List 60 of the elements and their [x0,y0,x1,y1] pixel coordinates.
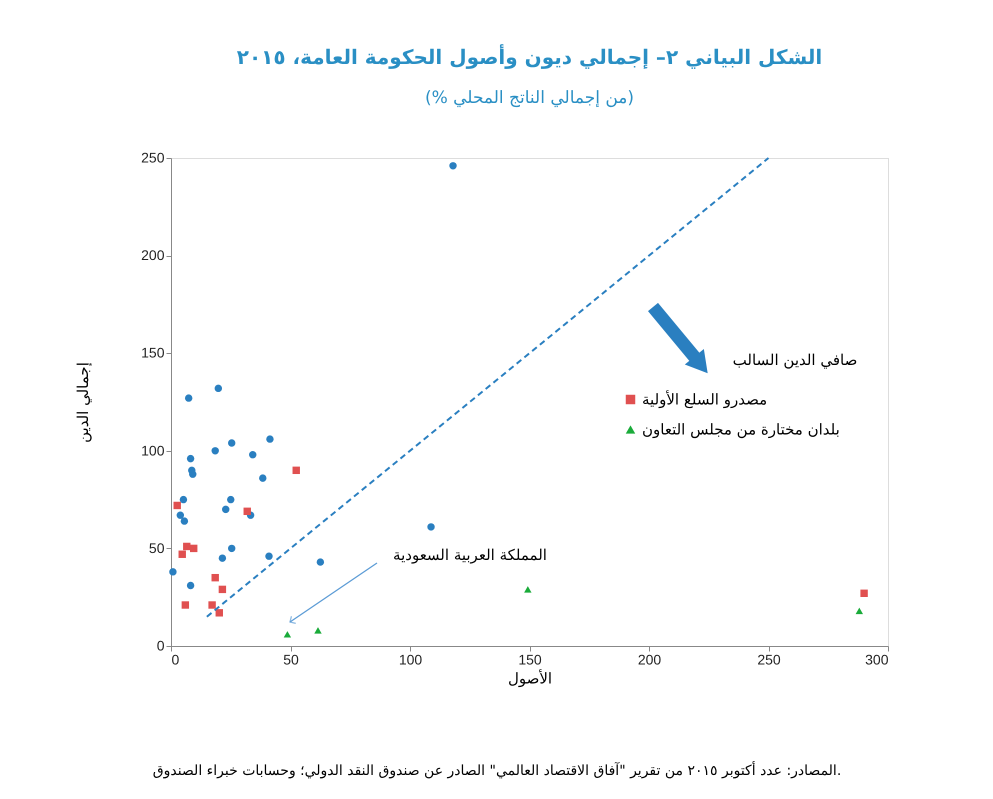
point [284,631,292,638]
x-tick-label: 300 [865,652,889,668]
chart-title: الشكل البياني ٢– إجمالي ديون وأصول الحكومة العامة، ٢٠١٥ [236,44,822,69]
point [183,542,190,550]
point [180,517,188,525]
x-tick-label: 100 [398,652,422,668]
point [186,582,194,590]
point [227,496,234,504]
point [228,439,236,447]
point [316,558,324,566]
point [218,554,226,562]
point [180,496,188,504]
point [259,474,266,482]
point [190,544,198,552]
annotation: صافي الدين السالب [732,351,858,369]
point [212,447,219,454]
point [244,508,251,516]
y-axis-title: إجمالي الدين [74,362,92,443]
point [449,162,457,170]
y-tick-label: 50 [148,540,165,556]
point [292,466,300,474]
annotation: المملكة العربية السعودية [393,546,547,564]
legend-label: بلدان مختارة من مجلس التعاون [642,420,840,438]
point [860,590,868,598]
point [182,601,190,609]
point [265,552,273,560]
point [314,627,322,634]
point [169,568,177,576]
point [228,544,236,552]
y-tick-label: 100 [141,442,165,458]
y-tick-label: 0 [156,638,165,654]
legend-label: مصدرو السلع الأولية [642,390,768,408]
point [524,586,532,593]
x-tick-label: 0 [172,652,180,668]
y-tick-label: 250 [141,150,165,166]
point [184,394,192,402]
point [218,586,226,594]
x-tick-label: 150 [518,652,542,668]
x-tick-label: 250 [757,652,781,668]
point [212,574,219,582]
y-tick-label: 150 [141,344,165,361]
y-tick-label: 200 [141,247,165,264]
point [249,451,256,458]
point [176,512,184,519]
chart-subtitle: (% من إجمالي الناتج المحلي) [424,88,634,108]
text: المصادر: عدد أكتوبر ٢٠١٥ من تقرير "آفاق الاقتصاد العالمي" الصادر عن صندوق النقد الدولي؛ وحسابات خبراء الصندوق. [152,761,842,779]
x-tick-label: 200 [638,652,662,668]
point [266,435,274,443]
x-axis-title: الأصول [508,668,552,688]
point [856,608,864,614]
point [186,454,194,462]
point [222,506,230,514]
point [216,609,223,617]
x-tick-label: 50 [283,652,299,668]
point [214,384,222,392]
point [174,502,181,510]
point [427,523,435,531]
point [208,601,216,609]
point [189,470,196,478]
point [178,550,186,558]
